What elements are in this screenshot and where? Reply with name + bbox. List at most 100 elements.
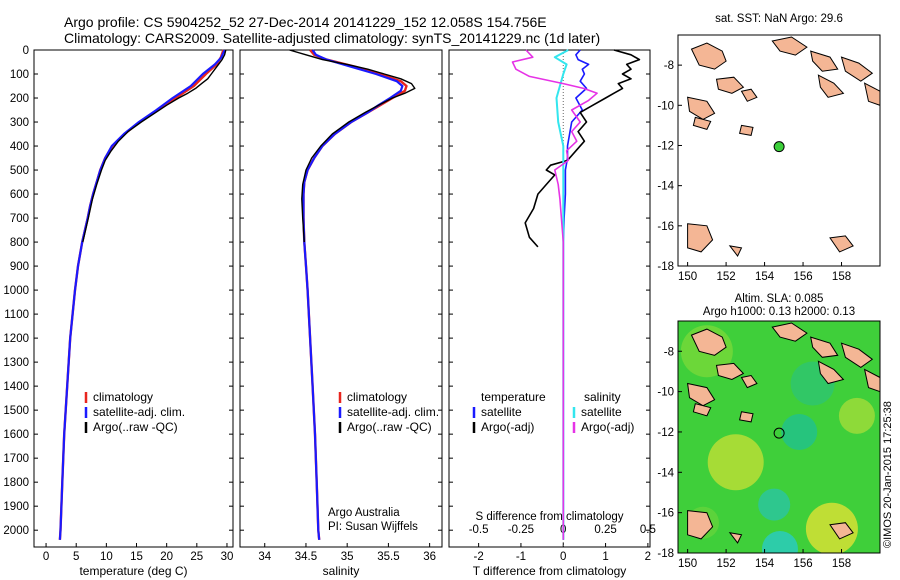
island-outline — [817, 360, 845, 385]
x-tick-label: 10 — [100, 551, 113, 563]
salinity-x-label: salinity — [323, 564, 360, 578]
island-outline — [715, 362, 745, 381]
y-tick-label: 600 — [10, 189, 29, 201]
island-outline — [728, 245, 743, 257]
island-outline — [863, 368, 880, 393]
sst-map-title: sat. SST: NaN Argo: 29.6 — [715, 13, 843, 25]
temperature-panel: 0 100 200 300 400 500 600 700 800 900 1000 1100 1200… — [3, 45, 234, 548]
series-line-t-argo — [524, 49, 641, 248]
s-scale-tick-label: -0.25 — [508, 524, 534, 536]
island-outline — [715, 76, 745, 94]
island-outline — [840, 342, 874, 369]
x-tick-label: 1 — [602, 551, 608, 563]
lon-tick-label: 154 — [755, 271, 775, 283]
series-line-satellite — [58, 49, 226, 540]
legend-label: satellite — [481, 405, 522, 419]
island-outline — [771, 322, 808, 342]
lon-tick-label: 152 — [717, 271, 736, 283]
y-tick-label: 200 — [10, 93, 29, 105]
x-tick-label: 0 — [43, 551, 49, 563]
x-tick-label: -1 — [516, 551, 526, 563]
series-line-argo — [82, 49, 227, 243]
note-line1: Argo Australia — [328, 507, 400, 519]
lon-tick-label: 156 — [793, 558, 812, 570]
y-tick-label: 1600 — [3, 429, 29, 441]
s-scale-tick-label: 0.5 — [640, 524, 656, 536]
temperature-x-label: temperature (deg C) — [79, 564, 187, 578]
x-tick-label: 2 — [645, 551, 651, 563]
lat-tick-label: -8 — [664, 60, 674, 72]
legend-title-temperature: temperature — [481, 390, 546, 404]
difference-axes-frame — [448, 49, 651, 548]
lat-tick-label: -16 — [657, 221, 674, 233]
y-tick-label: 1400 — [3, 381, 29, 393]
x-tick-label: 20 — [160, 551, 173, 563]
y-tick-label: 1100 — [4, 309, 29, 321]
island-outline — [738, 124, 754, 136]
x-tick-label: 35 — [341, 551, 354, 563]
island-outline — [687, 510, 714, 540]
y-tick-label: 1200 — [3, 333, 29, 345]
lat-tick-label: -12 — [657, 140, 674, 152]
sla_map-frame — [677, 320, 881, 554]
island-outline — [810, 336, 839, 358]
series-line-s-argo — [511, 49, 598, 540]
island-outline — [771, 36, 808, 56]
y-tick-label: 0 — [23, 45, 29, 57]
x-tick-label: 0 — [560, 551, 566, 563]
island-outline — [863, 82, 880, 106]
sla-anomaly-patch — [707, 434, 764, 491]
island-outline — [810, 50, 839, 72]
chart-title-line2: Climatology: CARS2009. Satellite-adjuste… — [64, 30, 601, 46]
x-tick-label: 15 — [130, 551, 143, 563]
legend-label: satellite-adj. clim. — [93, 405, 185, 419]
island-outline — [692, 403, 712, 417]
sst_map-panel: 150 152 154 156 158 -8 -10 -12 -14 -16 -18 — [657, 34, 881, 283]
difference-x-label: T difference from climatology — [473, 564, 627, 578]
y-tick-label: 1000 — [3, 285, 29, 297]
sst_map-frame — [677, 34, 881, 267]
lat-tick-label: -16 — [657, 508, 674, 520]
lat-tick-label: -12 — [657, 427, 674, 439]
s-difference-label: S difference from climatology — [475, 511, 623, 523]
island-outline — [687, 96, 716, 120]
legend-label: Argo(..raw -QC) — [93, 420, 178, 434]
island-outline — [817, 74, 845, 98]
legend-label: Argo(-adj) — [481, 420, 534, 434]
x-tick-label: 34.5 — [295, 551, 317, 563]
salinity-axes-frame — [239, 49, 443, 548]
island-outline — [740, 88, 758, 102]
argo-location-marker — [773, 141, 785, 153]
x-tick-label: -2 — [474, 551, 484, 563]
note-line2: PI: Susan Wijffels — [328, 521, 418, 533]
y-tick-label: 700 — [10, 213, 29, 225]
y-tick-label: 900 — [10, 261, 29, 273]
legend-label: Argo(..raw -QC) — [347, 420, 432, 434]
y-tick-label: 800 — [10, 237, 29, 249]
legend-label: climatology — [347, 390, 407, 404]
y-tick-label: 100 — [10, 69, 29, 81]
x-tick-label: 34 — [258, 551, 271, 563]
y-tick-label: 300 — [10, 117, 29, 129]
sla-anomaly-patch — [781, 413, 818, 450]
x-tick-label: 5 — [73, 551, 79, 563]
island-outline — [687, 223, 714, 253]
lat-tick-label: -18 — [657, 261, 674, 273]
y-tick-label: 2000 — [3, 525, 29, 537]
legend-label: Argo(-adj) — [581, 420, 634, 434]
series-line-argo — [289, 49, 416, 243]
x-tick-label: 25 — [190, 551, 203, 563]
y-tick-label: 1800 — [3, 477, 29, 489]
argo-location-marker — [773, 427, 785, 439]
x-tick-label: 36 — [423, 551, 436, 563]
y-tick-label: 1300 — [3, 357, 29, 369]
y-tick-label: 400 — [10, 141, 29, 153]
y-tick-label: 1500 — [3, 405, 29, 417]
difference-panel — [448, 49, 651, 548]
island-outline — [692, 116, 712, 131]
temperature-axes-frame — [33, 49, 234, 548]
lon-tick-label: 156 — [793, 271, 812, 283]
s-scale-tick-label: 0.25 — [594, 524, 616, 536]
island-outline — [728, 532, 743, 544]
island-outline — [829, 522, 854, 540]
